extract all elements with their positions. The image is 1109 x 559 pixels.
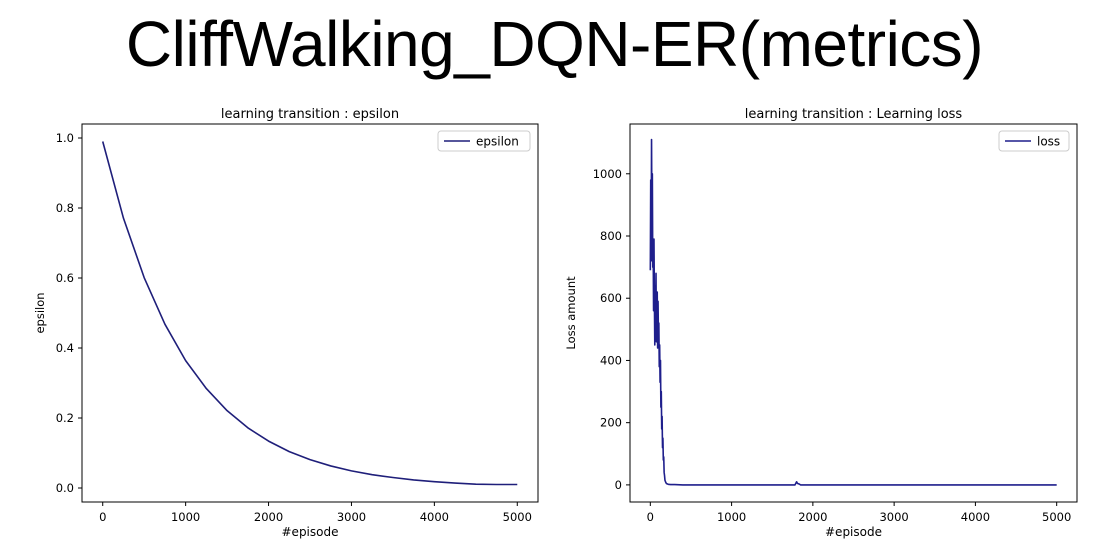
x-tick-label: 2000 (798, 510, 827, 524)
x-tick-label: 0 (99, 510, 106, 524)
y-tick-label: 0.6 (56, 271, 74, 285)
y-tick-label: 400 (600, 353, 622, 367)
y-tick-label: 600 (600, 291, 622, 305)
legend-box (437, 130, 531, 152)
y-tick-label: 0 (615, 478, 622, 492)
y-axis-label: Loss amount (564, 276, 578, 350)
y-tick-label: 0.0 (56, 481, 74, 495)
x-tick-label: 0 (647, 510, 654, 524)
legend-label: epsilon (476, 135, 519, 149)
chart-title: learning transition : epsilon (221, 107, 399, 122)
x-axis-label: #episode (282, 525, 339, 539)
x-tick-label: 1000 (171, 510, 200, 524)
x-tick-label: 3000 (337, 510, 366, 524)
page-title: CliffWalking_DQN-ER(metrics) (125, 8, 984, 80)
x-tick-label: 5000 (503, 510, 532, 524)
y-tick-label: 0.8 (56, 201, 74, 215)
legend-label: loss (1037, 135, 1060, 149)
legend-box (998, 130, 1070, 152)
series-line-epsilon (101, 141, 518, 486)
y-axis-label: epsilon (33, 292, 47, 333)
x-tick-label: 5000 (1042, 510, 1071, 524)
x-tick-label: 4000 (961, 510, 990, 524)
x-tick-label: 3000 (879, 510, 908, 524)
x-tick-label: 2000 (254, 510, 283, 524)
x-axis-label: #episode (825, 525, 882, 539)
y-tick-label: 0.2 (56, 411, 74, 425)
y-tick-label: 1.0 (56, 131, 74, 145)
chart-title: learning transition : Learning loss (745, 107, 963, 122)
y-tick-label: 0.4 (56, 341, 74, 355)
x-tick-label: 1000 (717, 510, 746, 524)
plot-frame (629, 123, 1078, 503)
y-tick-label: 800 (600, 229, 622, 243)
series-line-loss (649, 138, 1057, 486)
plot-frame (81, 123, 539, 503)
y-tick-label: 200 (600, 416, 622, 430)
loss-chart: learning transition : Learning loss 0 1000… (564, 107, 1078, 539)
x-tick-label: 4000 (420, 510, 449, 524)
epsilon-chart: learning transition : epsilon 0 1000 2000 30… (33, 107, 539, 539)
y-tick-label: 1000 (593, 167, 622, 181)
